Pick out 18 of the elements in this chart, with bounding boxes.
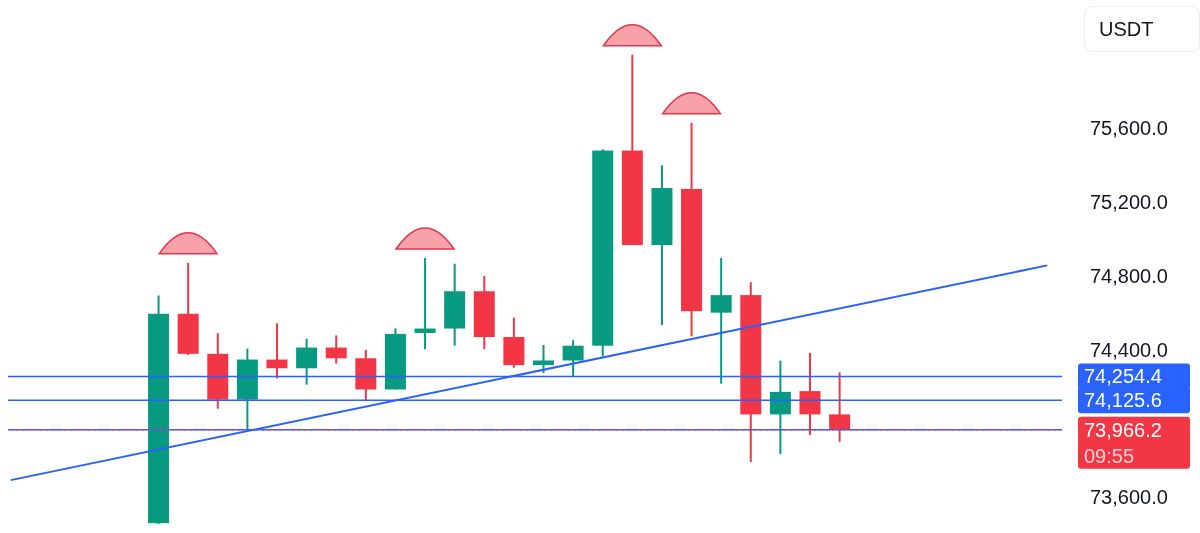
- ref-line-label: 74,125.6: [1084, 389, 1162, 412]
- y-tick-label: 75,600.0: [1090, 117, 1168, 140]
- text: 09:55: [1084, 444, 1135, 467]
- candlestick: [710, 257, 732, 385]
- y-tick-label: 74,400.0: [1090, 338, 1168, 361]
- ref-line-label: 74,254.4: [1084, 365, 1162, 388]
- y-tick-label: 75,200.0: [1090, 190, 1168, 213]
- y-axis-title: USDT: [1084, 6, 1200, 52]
- candlestick: [296, 337, 318, 386]
- y-tick-label: 74,800.0: [1090, 264, 1168, 287]
- candlestick: [266, 322, 288, 380]
- candlestick: [769, 359, 791, 456]
- candlestick: [562, 339, 584, 378]
- candlestick: [533, 343, 554, 375]
- y-tick-label: 73,600.0: [1090, 486, 1168, 509]
- candlestick: [414, 257, 436, 351]
- candlestick: [325, 334, 347, 365]
- ref-line-label: 73,966.2: [1084, 418, 1162, 441]
